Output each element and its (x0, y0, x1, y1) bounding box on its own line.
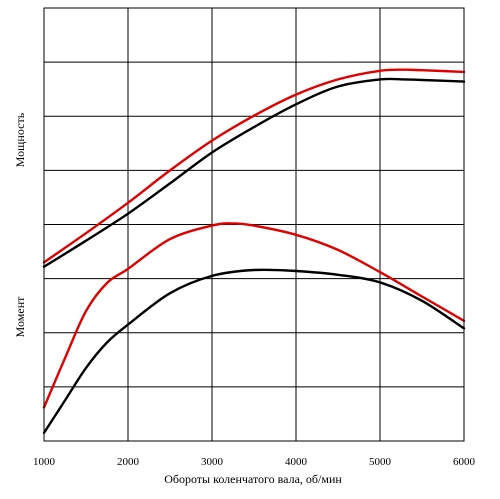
x-tick-label: 3000 (201, 456, 224, 468)
torque-curve-red (42, 222, 466, 409)
x-tick-label: 5000 (369, 456, 392, 468)
plot-frame (43, 7, 465, 442)
x-tick-label: 1000 (33, 456, 56, 468)
y-axis-label-top: Мощность (13, 112, 27, 167)
x-tick-label: 2000 (117, 456, 140, 468)
power-curve-black (42, 77, 466, 268)
plot-border (43, 7, 465, 442)
x-tick-labels: 1000 2000 3000 4000 5000 6000 (33, 456, 476, 468)
curves (42, 68, 466, 435)
x-tick-label: 4000 (285, 456, 308, 468)
torque-curve-black (42, 268, 466, 435)
y-axis-label-bottom: Момент (13, 296, 27, 337)
x-axis-label: Обороты коленчатого вала, об/мин (164, 472, 342, 486)
power-curve-red (42, 68, 466, 264)
x-tick-label: 6000 (453, 456, 476, 468)
